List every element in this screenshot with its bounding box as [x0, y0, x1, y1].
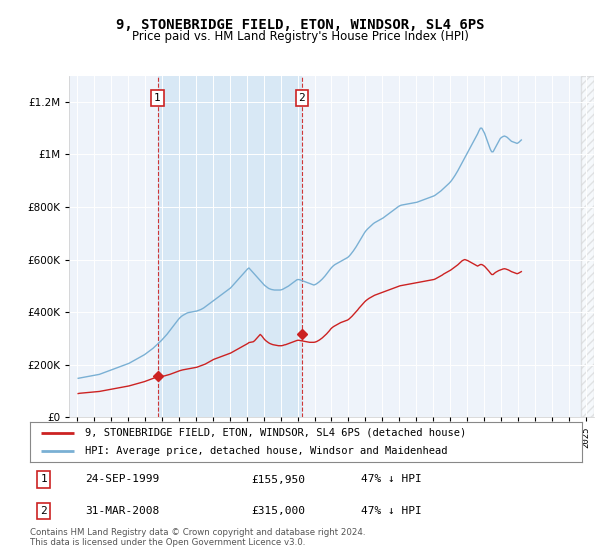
- Text: 9, STONEBRIDGE FIELD, ETON, WINDSOR, SL4 6PS (detached house): 9, STONEBRIDGE FIELD, ETON, WINDSOR, SL4…: [85, 428, 466, 437]
- Text: 47% ↓ HPI: 47% ↓ HPI: [361, 506, 422, 516]
- Text: 2: 2: [40, 506, 47, 516]
- Text: 31-MAR-2008: 31-MAR-2008: [85, 506, 160, 516]
- Bar: [581, 76, 594, 417]
- Text: 1: 1: [40, 474, 47, 484]
- Text: Contains HM Land Registry data © Crown copyright and database right 2024.
This d: Contains HM Land Registry data © Crown c…: [30, 528, 365, 547]
- Text: HPI: Average price, detached house, Windsor and Maidenhead: HPI: Average price, detached house, Wind…: [85, 446, 448, 456]
- Text: 1: 1: [154, 93, 161, 103]
- Text: 24-SEP-1999: 24-SEP-1999: [85, 474, 160, 484]
- Bar: [158, 76, 302, 417]
- Text: 9, STONEBRIDGE FIELD, ETON, WINDSOR, SL4 6PS: 9, STONEBRIDGE FIELD, ETON, WINDSOR, SL4…: [116, 18, 484, 32]
- Text: 2: 2: [298, 93, 305, 103]
- Text: Price paid vs. HM Land Registry's House Price Index (HPI): Price paid vs. HM Land Registry's House …: [131, 30, 469, 43]
- Text: £155,950: £155,950: [251, 474, 305, 484]
- Text: 47% ↓ HPI: 47% ↓ HPI: [361, 474, 422, 484]
- Text: £315,000: £315,000: [251, 506, 305, 516]
